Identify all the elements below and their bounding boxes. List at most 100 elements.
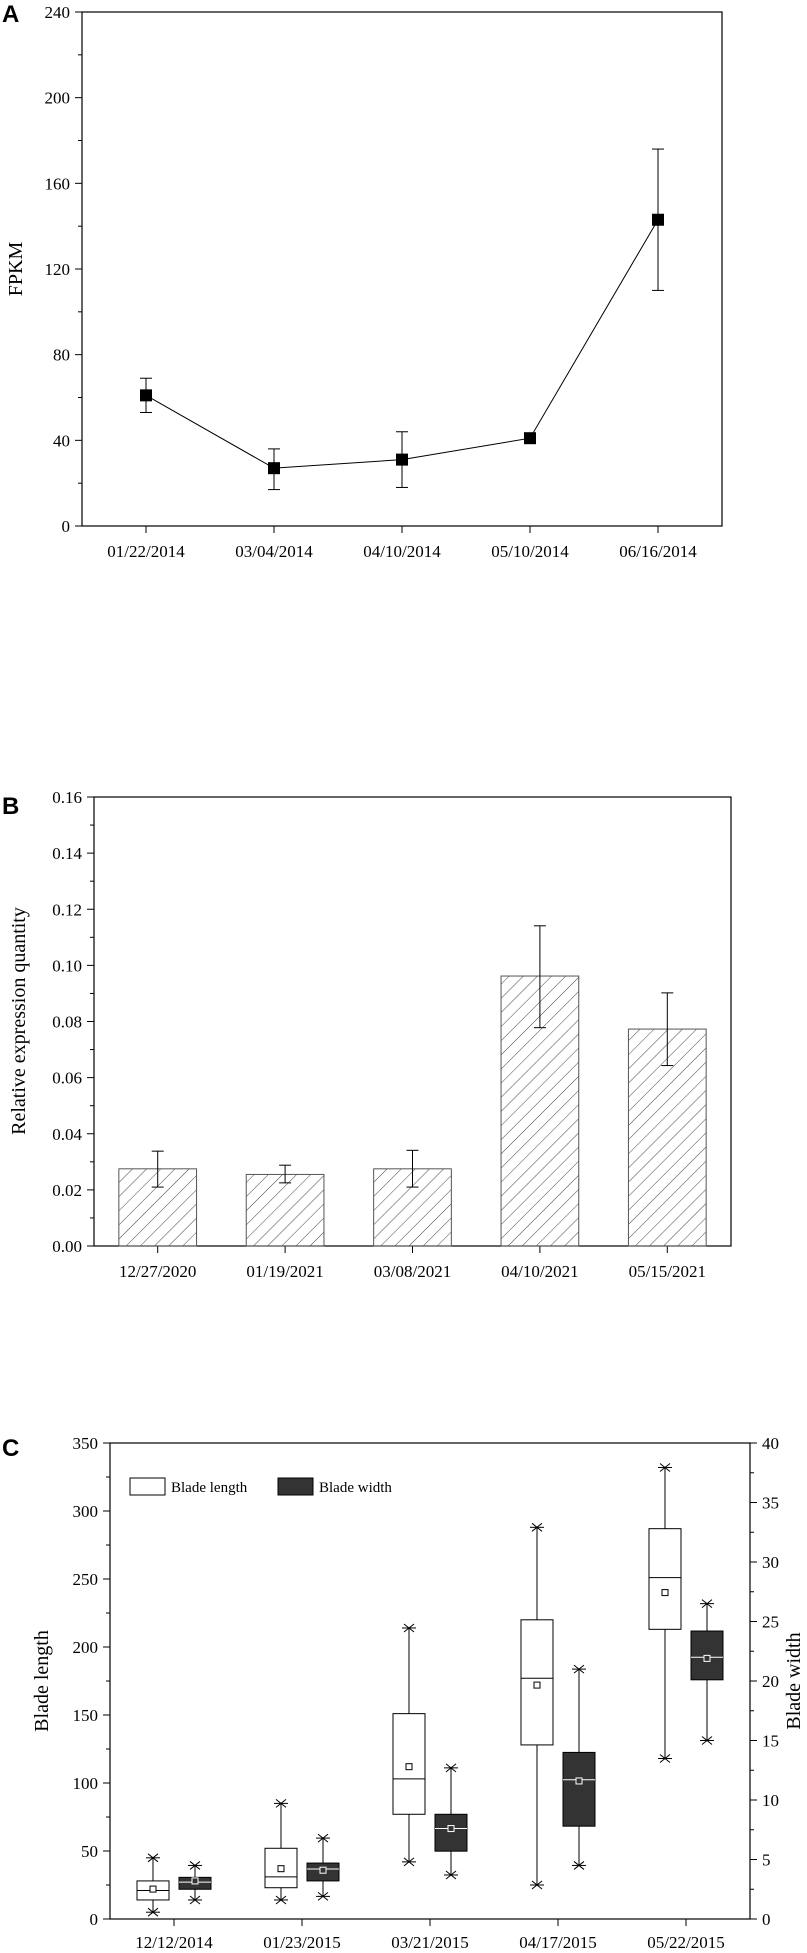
b-y-tick-label-2: 0.04: [52, 1125, 82, 1144]
c-length-mean-marker-4: [661, 1589, 669, 1597]
a-y-tick-label-1: 40: [53, 431, 70, 450]
b-x-tick-label-04-10-2021: 04/10/2021: [501, 1262, 578, 1281]
b-x-tick-label-05-15-2021: 05/15/2021: [629, 1262, 706, 1281]
panel-c-x-ticks: 12/12/2014 01/23/2015 03/21/2015 04/17/2015…: [135, 1919, 725, 1952]
c-y-tick-label-1: 50: [81, 1842, 98, 1861]
b-x-tick-label-12-27-2020: 12/27/2020: [119, 1262, 196, 1281]
panel-c: C Blade length Blade width 0501001502002…: [2, 1434, 805, 1952]
c-x-tick-label-01-23-2015: 01/23/2015: [263, 1933, 340, 1952]
c-y2-tick-label-2: 10: [762, 1791, 779, 1810]
a-x-tick-label-06-16-2014: 06/16/2014: [619, 542, 697, 561]
c-length-max-marker-0: [147, 1853, 159, 1863]
a-y-tick-label-0: 0: [62, 517, 71, 536]
a-y-tick-label-6: 240: [45, 3, 71, 22]
c-y-tick-label-4: 200: [73, 1638, 99, 1657]
c-width-box-2: [434, 1813, 468, 1852]
panel-c-right-y-ticks: 0 5 10 15 20 25 30 35 40: [750, 1434, 779, 1929]
panel-c-left-y-axis-title: Blade length: [31, 1630, 53, 1732]
panel-a-letter: A: [2, 1, 19, 28]
a-y-tick-label-3: 120: [45, 260, 71, 279]
c-length-min-marker-3: [531, 1880, 543, 1890]
c-length-min-marker-2: [403, 1857, 415, 1867]
legend-label-blade-length: Blade length: [171, 1480, 248, 1496]
a-data-point-4: [652, 213, 664, 226]
b-y-tick-label-3: 0.06: [52, 1069, 82, 1088]
panel-b-x-ticks: 12/27/2020 01/19/2021 03/08/2021 04/10/2021…: [119, 1246, 706, 1281]
c-length-min-marker-4: [659, 1754, 671, 1763]
b-y-tick-label-0: 0.00: [52, 1237, 82, 1256]
legend-swatch-blade-width: [277, 1477, 314, 1496]
b-y-tick-label-7: 0.14: [52, 844, 82, 863]
c-length-max-marker-1: [275, 1799, 287, 1808]
a-y-tick-label-4: 160: [45, 174, 71, 193]
a-x-tick-label-05-10-2014: 05/10/2014: [491, 542, 569, 561]
a-y-tick-label-2: 80: [53, 346, 70, 365]
panel-c-left-y-ticks: 0 50 100 150 200 250 300 350: [73, 1434, 110, 1929]
a-x-tick-label-01-22-2014: 01/22/2014: [107, 542, 185, 561]
c-width-max-marker-2: [445, 1763, 457, 1773]
panel-c-right-y-axis-title: Blade width: [783, 1632, 805, 1729]
c-width-min-marker-1: [317, 1891, 329, 1901]
c-width-max-marker-4: [701, 1599, 713, 1609]
panel-b: B Relative expression quantity 0.000.020…: [2, 788, 732, 1281]
a-data-point-3: [524, 432, 536, 445]
c-length-mean-marker-3: [533, 1681, 541, 1689]
a-x-tick-label-03-04-2014: 03/04/2014: [235, 542, 313, 561]
c-width-mean-marker-3: [575, 1777, 583, 1785]
panel-b-letter: B: [2, 793, 19, 820]
c-y2-tick-label-8: 40: [762, 1434, 779, 1453]
panel-a-series: [140, 148, 664, 491]
b-x-tick-label-03-08-2021: 03/08/2021: [374, 1262, 451, 1281]
b-y-tick-label-1: 0.02: [52, 1181, 82, 1200]
c-y-tick-label-3: 150: [73, 1706, 99, 1725]
c-y2-tick-label-7: 35: [762, 1494, 779, 1513]
c-y-tick-label-7: 350: [73, 1434, 99, 1453]
b-y-tick-label-6: 0.12: [52, 900, 82, 919]
b-x-tick-label-01-19-2021: 01/19/2021: [246, 1262, 323, 1281]
panel-c-legend: Blade length Blade width: [129, 1477, 392, 1496]
b-y-tick-label-8: 0.16: [52, 788, 82, 807]
c-width-mean-marker-4: [703, 1654, 711, 1662]
c-length-min-marker-0: [147, 1907, 159, 1917]
a-data-point-2: [396, 453, 408, 466]
legend-swatch-blade-length: [129, 1477, 166, 1496]
panel-a-x-ticks: 01/22/2014 03/04/2014 04/10/2014 05/10/2014…: [107, 526, 697, 561]
c-width-mean-marker-2: [447, 1825, 455, 1833]
c-length-box-1: [264, 1847, 298, 1889]
c-length-max-marker-2: [403, 1623, 415, 1633]
b-y-tick-label-5: 0.10: [52, 956, 82, 975]
c-y2-tick-label-4: 20: [762, 1672, 779, 1691]
panel-b-series: [118, 925, 707, 1247]
c-width-box-3: [562, 1751, 596, 1827]
c-length-mean-marker-0: [149, 1885, 157, 1893]
c-width-max-marker-1: [317, 1833, 329, 1843]
c-x-tick-label-04-17-2015: 04/17/2015: [519, 1933, 596, 1952]
a-y-tick-label-5: 200: [45, 89, 71, 108]
c-width-max-marker-0: [189, 1861, 201, 1870]
c-length-max-marker-3: [531, 1522, 543, 1532]
a-data-point-0: [140, 389, 152, 402]
b-bar-1: [245, 1173, 325, 1247]
c-length-min-marker-1: [275, 1895, 287, 1905]
c-width-max-marker-3: [573, 1664, 585, 1674]
b-y-tick-label-4: 0.08: [52, 1013, 82, 1032]
c-y-tick-label-6: 300: [73, 1502, 99, 1521]
c-width-min-marker-4: [701, 1736, 713, 1745]
panel-a-y-axis-title: FPKM: [5, 242, 27, 297]
panel-b-y-ticks: 0.00 0.02 0.04 0.06 0.08 0.10 0.12 0.14 0.16: [52, 788, 94, 1256]
legend-label-blade-width: Blade width: [319, 1480, 392, 1496]
c-y-tick-label-5: 250: [73, 1570, 99, 1589]
a-data-point-1: [268, 462, 280, 475]
c-length-mean-marker-1: [277, 1865, 285, 1873]
a-series-line: [145, 219, 659, 469]
c-length-box-4: [648, 1528, 682, 1630]
c-x-tick-label-12-12-2014: 12/12/2014: [135, 1933, 213, 1952]
c-width-mean-marker-1: [319, 1866, 327, 1874]
panel-a-y-ticks: 0 40 80 120 160 200 240: [45, 3, 82, 536]
c-y-tick-label-2: 100: [73, 1774, 99, 1793]
c-width-min-marker-0: [189, 1895, 201, 1905]
c-width-min-marker-2: [445, 1870, 457, 1880]
c-x-tick-label-03-21-2015: 03/21/2015: [391, 1933, 468, 1952]
c-y2-tick-label-0: 0: [762, 1910, 771, 1929]
